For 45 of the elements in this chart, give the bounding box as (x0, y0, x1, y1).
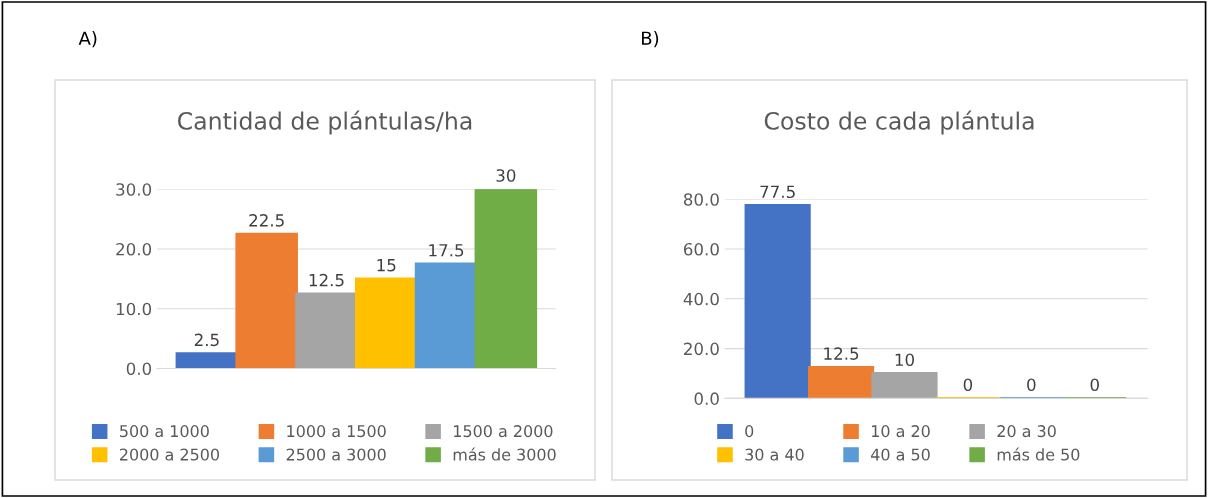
data-label: 0 (1027, 378, 1036, 391)
y-tick-label: 40.0 (683, 292, 719, 306)
legend-label: 0 (745, 425, 754, 438)
bar (414, 262, 478, 369)
legend-label: 1500 a 2000 (454, 425, 553, 438)
data-label: 0 (963, 378, 973, 391)
data-label: 15 (377, 259, 396, 272)
legend-label: 20 a 30 (997, 425, 1056, 438)
legend-label: 30 a 40 (745, 448, 804, 461)
bar (744, 204, 811, 399)
legend-label: 2000 a 2500 (120, 448, 220, 461)
data-label: 77.5 (760, 185, 795, 199)
legend-label: 2500 a 3000 (286, 448, 386, 461)
legend-label: 10 a 20 (871, 425, 930, 438)
data-label: 2.5 (194, 333, 219, 347)
y-tick-label: 20.0 (116, 242, 152, 256)
data-label: 12.5 (309, 273, 344, 287)
text: B) (642, 31, 659, 48)
data-label: 0 (1090, 378, 1099, 391)
chart-title: Cantidad de plántulas/ha (178, 110, 472, 135)
bar (474, 189, 538, 369)
bar (807, 365, 875, 399)
y-tick-label: 0.0 (694, 392, 719, 405)
data-label: 17.5 (429, 244, 464, 257)
y-tick-label: 60.0 (683, 242, 719, 256)
y-tick-label: 80.0 (683, 193, 719, 206)
data-label: 12.5 (824, 347, 859, 360)
bar (871, 372, 938, 399)
data-label: 10 (895, 353, 914, 367)
bar (354, 277, 418, 369)
data-label: 22.5 (249, 214, 284, 227)
text: A) (78, 31, 97, 48)
y-tick-label: 30.0 (116, 183, 152, 196)
y-tick-label: 20.0 (684, 342, 719, 356)
data-label: 30 (496, 169, 516, 182)
bar (235, 232, 298, 369)
chart-title: Costo de cada plántula (764, 110, 1034, 135)
legend-label: 500 a 1000 (120, 425, 209, 438)
legend-label: 40 a 50 (871, 448, 930, 461)
legend-label: más de 50 (997, 447, 1080, 461)
y-tick-label: 0.0 (126, 362, 152, 376)
legend-label: 1000 a 1500 (287, 425, 386, 438)
legend-label: más de 3000 (453, 447, 556, 461)
y-tick-label: 10.0 (116, 302, 152, 316)
bar (295, 292, 358, 369)
